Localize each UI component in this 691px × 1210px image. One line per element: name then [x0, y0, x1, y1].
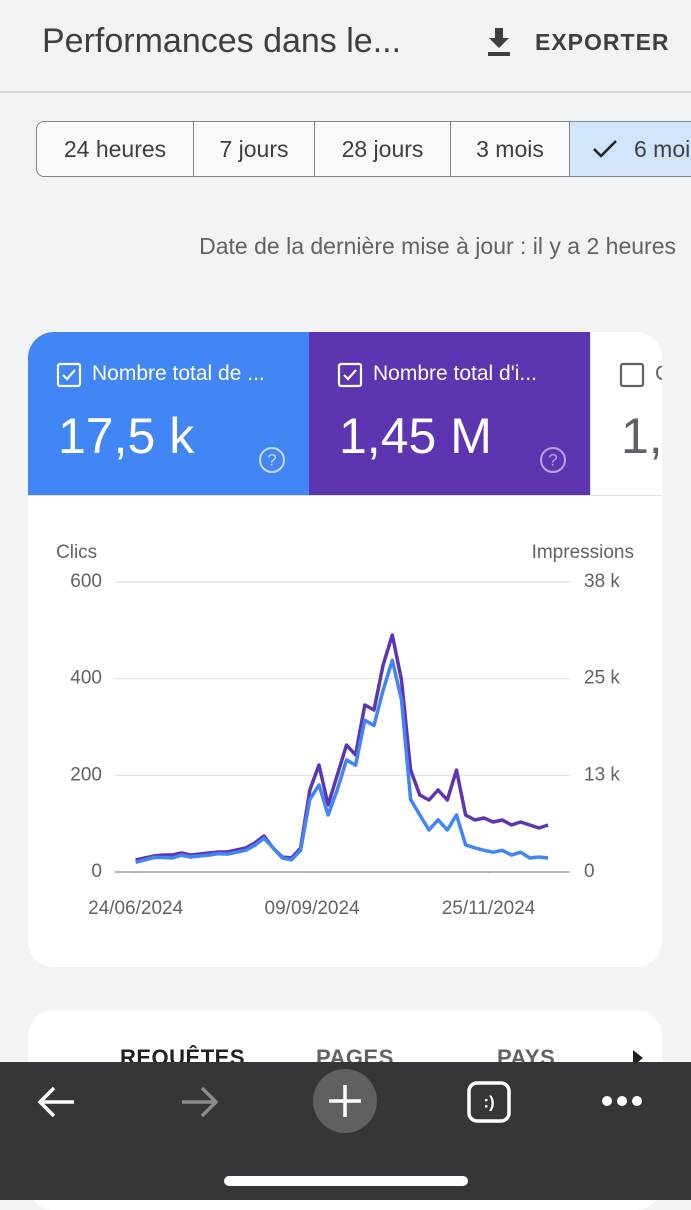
series-line: [135, 633, 549, 862]
range-tab[interactable]: 7 jours: [194, 122, 315, 176]
browser-toolbar: :): [0, 1062, 691, 1200]
home-indicator: [224, 1176, 468, 1186]
page-title: Performances dans le...: [42, 22, 402, 60]
y2-tick-label: 13 k: [584, 764, 620, 785]
metric-label: Nombre total de ...: [92, 362, 265, 385]
y-tick-label: 400: [70, 668, 102, 689]
svg-text:?: ?: [267, 450, 276, 469]
range-tab[interactable]: 28 jours: [315, 122, 451, 176]
checkbox: [619, 362, 645, 388]
chart: Clics Impressions 0 200 400 600 0 13 k 25 k 38 …: [56, 542, 634, 919]
y2-tick-label: 38 k: [584, 571, 620, 592]
forward-button[interactable]: [178, 1084, 222, 1120]
range-tab[interactable]: 24 heures: [37, 122, 194, 176]
check-icon: [593, 140, 617, 158]
y-axis-label: Clics: [56, 542, 97, 563]
range-tab-label: 6 mois: [634, 136, 691, 162]
svg-text:?: ?: [548, 450, 557, 469]
help-icon[interactable]: ?: [539, 446, 567, 474]
last-update: Date de la dernière mise à jour : il y a…: [199, 233, 676, 259]
y-tick-label: 600: [70, 571, 102, 592]
x-tick-label: 09/09/2024: [265, 898, 361, 919]
y2-tick-label: 0: [584, 861, 595, 882]
metric-value: 17,5 k: [58, 408, 195, 464]
metric-tile[interactable]: Nombre total d'i... 1,45 M ?: [309, 332, 590, 495]
new-tab-button[interactable]: [313, 1069, 377, 1133]
metric-value: 1,45 M: [339, 408, 492, 464]
svg-text::): :): [483, 1092, 494, 1111]
metric-tile[interactable]: Nombre total de ... 17,5 k ?: [28, 332, 309, 495]
y-tick-label: 0: [91, 861, 102, 882]
back-button[interactable]: [34, 1084, 78, 1120]
range-tab[interactable]: 3 mois: [451, 122, 570, 176]
y-tick-label: 200: [70, 764, 102, 785]
metric-label: Nombre total d'i...: [373, 362, 537, 385]
checkbox: [56, 362, 82, 388]
divider: [0, 91, 691, 93]
range-tab-selected[interactable]: 6 mois: [570, 122, 691, 176]
series-line: [135, 658, 549, 864]
x-tick-label: 24/06/2024: [88, 898, 184, 919]
metric-label: C: [655, 362, 662, 386]
divider: [28, 495, 662, 496]
export-button[interactable]: EXPORTER: [535, 29, 670, 55]
performance-card: Nombre total de ... 17,5 k ? Nombre tota…: [28, 332, 662, 967]
x-tick-label: 25/11/2024: [442, 898, 536, 919]
range-tabs: 24 heures 7 jours 28 jours 3 mois 6 mois: [36, 121, 691, 177]
y2-axis-label: Impressions: [532, 542, 634, 563]
help-icon[interactable]: ?: [258, 446, 286, 474]
y2-tick-label: 25 k: [584, 668, 620, 689]
tabs-button[interactable]: :): [466, 1080, 512, 1124]
download-icon[interactable]: [484, 26, 514, 58]
metric-tile[interactable]: C 1,: [590, 332, 662, 495]
metric-value: 1,: [621, 408, 662, 464]
menu-button[interactable]: [600, 1094, 644, 1108]
checkbox: [337, 362, 363, 388]
